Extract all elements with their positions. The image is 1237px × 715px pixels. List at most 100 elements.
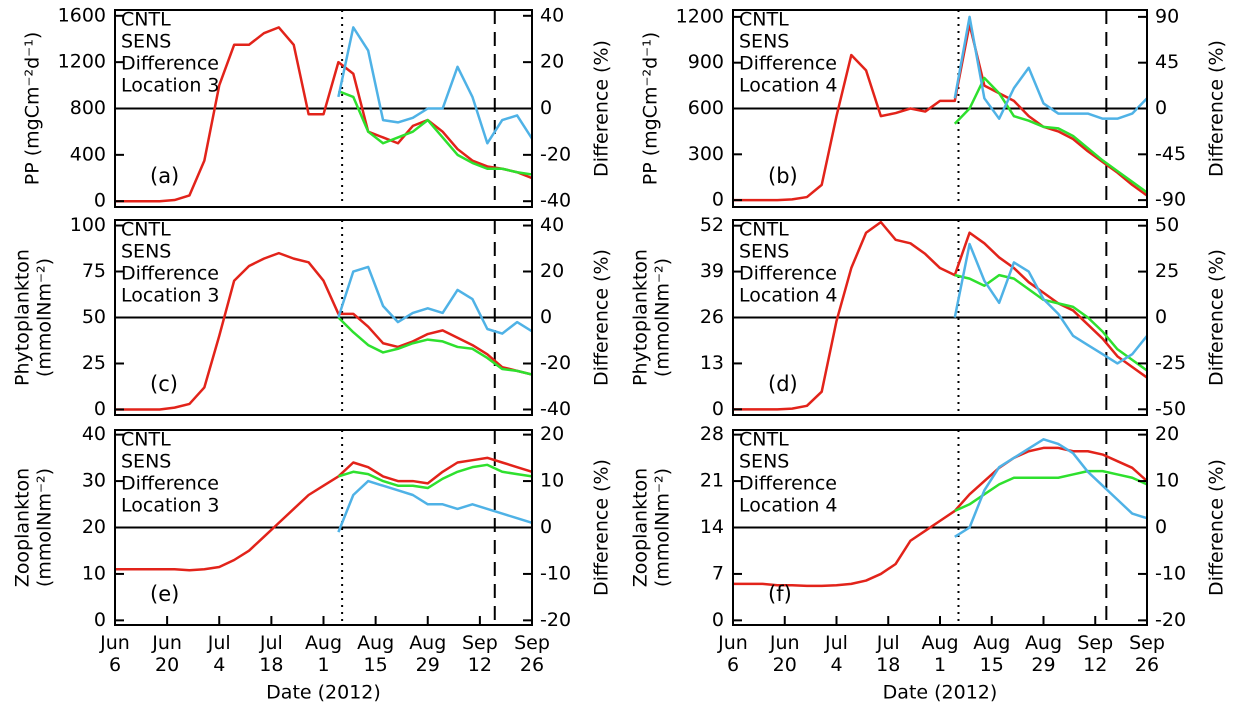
y-tick-label: 13 — [700, 352, 724, 374]
y2-tick-label: 20 — [540, 423, 564, 445]
y2-tick-label: 50 — [1155, 214, 1179, 236]
x-tick-label: Jun 20 — [769, 632, 800, 676]
legend-entry: Difference — [121, 473, 219, 495]
series-line — [954, 469, 1147, 513]
legend-entry: CNTL — [121, 219, 171, 241]
series-line — [115, 456, 532, 572]
series-line — [115, 26, 532, 203]
y2-tick-label: -20 — [540, 609, 571, 631]
legend-entry: SENS — [739, 31, 789, 53]
panel-label: (f) — [768, 582, 792, 606]
y2-tick-label: -10 — [1155, 562, 1186, 584]
legend-entry: CNTL — [121, 9, 171, 31]
y2-tick-label: 0 — [1155, 97, 1167, 119]
y2-axis-title: Difference (%) — [1206, 459, 1228, 596]
y2-tick-label: 20 — [1155, 423, 1179, 445]
x-tick-label: Jun 6 — [99, 632, 130, 676]
y2-tick-label: -45 — [1155, 143, 1186, 165]
plot-area — [733, 10, 1147, 207]
location-label: Location 3 — [121, 495, 220, 517]
series-line — [337, 316, 532, 376]
location-label: Location 3 — [121, 75, 220, 97]
plot-area — [115, 220, 532, 415]
y-tick-label: 30 — [82, 470, 106, 492]
x-tick-label: Sep 26 — [1129, 632, 1165, 676]
x-tick-label: Aug 15 — [357, 632, 394, 676]
y-tick-label: 14 — [700, 516, 724, 538]
y-tick-label: 0 — [712, 609, 724, 631]
x-tick-label: Sep 12 — [462, 632, 498, 676]
panel: 0 7 14 21 28 -20 -10 0 10 20 Jun 6 Jun 20 Jul 4 Jul 18 Aug… — [630, 423, 1228, 703]
y2-tick-label: -90 — [1155, 189, 1186, 211]
y2-axis-title: Difference (%) — [1206, 40, 1228, 177]
y-tick-label: 800 — [70, 97, 106, 119]
plot-area — [115, 430, 532, 625]
y-tick-label: 50 — [82, 306, 106, 328]
series-line — [337, 26, 532, 145]
x-tick-label: Jun 20 — [151, 632, 182, 676]
series-line — [337, 265, 532, 335]
x-tick-label: Sep 12 — [1077, 632, 1113, 676]
panel: 0 13 26 39 52 -50 -25 0 25 50 Phytoplankton (mmolNm… — [630, 214, 1228, 420]
x-tick-label: Aug 1 — [305, 632, 342, 676]
y2-tick-label: -20 — [540, 352, 571, 374]
y2-tick-label: -50 — [1155, 398, 1186, 420]
y-tick-label: 1600 — [58, 4, 106, 26]
y-tick-label: 1200 — [676, 5, 724, 27]
series-line — [953, 242, 1147, 365]
panel: 0 300 600 900 1200 -90 -45 0 45 90 PP (mgCm⁻²d⁻¹) D… — [640, 5, 1228, 210]
x-axis-title: Date (2012) — [266, 682, 381, 704]
legend-entry: SENS — [121, 241, 171, 263]
location-label: Location 4 — [739, 75, 838, 97]
legend-entry: CNTL — [739, 219, 789, 241]
series-line — [953, 15, 1147, 120]
location-label: Location 4 — [739, 285, 838, 307]
legend-entry: SENS — [739, 241, 789, 263]
x-tick-label: Aug 1 — [921, 632, 958, 676]
y-tick-label: 0 — [94, 398, 106, 420]
y-axis-title: Phytoplankton — [12, 249, 34, 386]
y-tick-label: 100 — [70, 214, 106, 236]
y-tick-label: 600 — [688, 97, 724, 119]
y-axis-title: Zooplankton — [12, 468, 34, 587]
panel: 0 10 20 30 40 -20 -10 0 10 20 Jun 6 Jun 20 Jul 4 Jul 18 Au… — [12, 423, 613, 703]
y-tick-label: 39 — [700, 260, 724, 282]
y-tick-label: 21 — [700, 470, 724, 492]
y-tick-label: 0 — [712, 189, 724, 211]
y-tick-label: 26 — [700, 306, 724, 328]
y-axis-title: (mmolNm⁻²) — [34, 468, 56, 587]
plot-area — [733, 220, 1147, 415]
legend-entry: SENS — [739, 451, 789, 473]
y-tick-label: 900 — [688, 51, 724, 73]
y-tick-label: 28 — [700, 423, 724, 445]
series-line — [733, 220, 1147, 411]
y-tick-label: 25 — [82, 352, 106, 374]
series-line — [733, 23, 1147, 202]
location-label: Location 3 — [121, 285, 220, 307]
panel-label: (e) — [150, 582, 179, 606]
y2-axis-title: Difference (%) — [591, 40, 613, 177]
series-line — [115, 251, 532, 411]
legend-entry: CNTL — [739, 9, 789, 31]
y-tick-label: 40 — [82, 423, 106, 445]
y-tick-label: 0 — [94, 609, 106, 631]
x-axis-title: Date (2012) — [883, 682, 998, 704]
y-axis-title: Zooplankton — [630, 468, 652, 587]
legend-entry: CNTL — [121, 429, 171, 451]
y-tick-label: 20 — [82, 516, 106, 538]
x-tick-label: Aug 15 — [973, 632, 1010, 676]
y-tick-label: 52 — [700, 214, 724, 236]
y2-axis-title: Difference (%) — [591, 459, 613, 596]
series-line — [954, 438, 1147, 538]
legend-entry: Difference — [739, 263, 837, 285]
legend-entry: SENS — [121, 451, 171, 473]
y2-tick-label: 40 — [540, 4, 564, 26]
x-tick-label: Jul 18 — [876, 632, 901, 676]
series-line — [337, 89, 532, 176]
y-tick-label: 0 — [712, 398, 724, 420]
x-tick-label: Jun 6 — [717, 632, 748, 676]
y2-tick-label: 10 — [1155, 470, 1179, 492]
y-tick-label: 75 — [82, 260, 106, 282]
y-tick-label: 0 — [94, 190, 106, 212]
